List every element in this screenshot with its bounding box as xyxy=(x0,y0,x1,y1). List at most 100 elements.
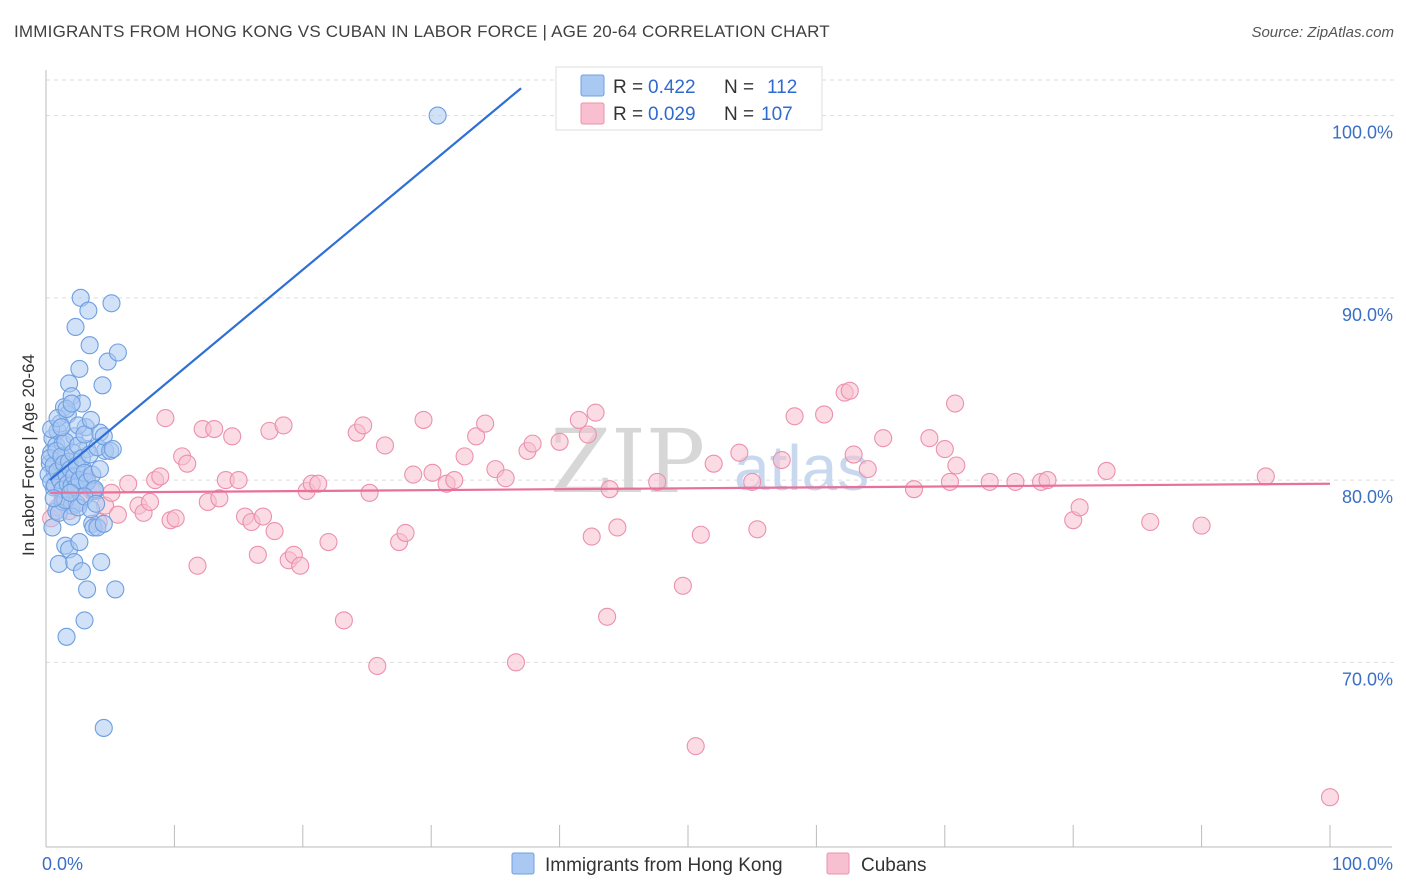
cubans-point-17 xyxy=(151,467,170,486)
y-tick-label-100: 100.0% xyxy=(1332,123,1393,143)
cubans-point-15 xyxy=(140,492,160,511)
cubans-point-68 xyxy=(578,425,597,444)
watermark-atlas: atlas xyxy=(734,432,869,504)
cubans-point-89 xyxy=(874,429,893,448)
hong-kong-point-108 xyxy=(44,489,63,508)
hong-kong-point-43 xyxy=(49,554,68,573)
hong-kong-point-57 xyxy=(94,514,113,533)
cubans-point-100 xyxy=(1097,461,1116,481)
hong-kong-point-101 xyxy=(81,410,100,429)
cubans-point-36 xyxy=(265,522,284,541)
cubans-point-77 xyxy=(691,525,710,544)
cubans-points xyxy=(42,381,1340,807)
cubans-point-65 xyxy=(523,434,542,453)
hong-kong-point-93 xyxy=(103,440,122,459)
legend-n-label-2: N = xyxy=(724,104,754,125)
x-tick-labels: 0.0% 100.0% xyxy=(42,854,1393,874)
cubans-point-81 xyxy=(748,520,767,539)
trend-lines xyxy=(49,87,1331,494)
cubans-point-55 xyxy=(423,463,442,482)
series-legend-label-cubans: Cubans xyxy=(861,855,927,876)
cubans-point-75 xyxy=(673,576,692,595)
hong-kong-point-54 xyxy=(78,580,97,599)
cubans-point-22 xyxy=(178,454,197,473)
cubans-point-95 xyxy=(947,456,966,475)
cubans-point-104 xyxy=(1192,516,1211,535)
cubans-point-59 xyxy=(467,427,486,446)
cubans-point-23 xyxy=(188,556,207,575)
cubans-point-78 xyxy=(704,454,723,473)
cubans-point-48 xyxy=(368,656,387,676)
series-legend-label-hong-kong: Immigrants from Hong Kong xyxy=(545,855,783,876)
hong-kong-point-58 xyxy=(106,580,125,599)
legend-r-label-2: R = xyxy=(613,104,643,125)
correlation-legend: R = 0.422 N = 112 R = 0.029 N = 107 xyxy=(555,66,823,131)
hong-kong-point-31 xyxy=(80,336,99,355)
cubans-point-87 xyxy=(844,445,863,464)
cubans-point-80 xyxy=(743,472,762,491)
cubans-point-97 xyxy=(1006,472,1025,491)
hong-kong-point-39 xyxy=(102,294,121,313)
y-tick-labels: 70.0% 80.0% 90.0% 100.0% xyxy=(1332,123,1393,690)
legend-r-label-1: R = xyxy=(613,77,643,98)
cubans-point-26 xyxy=(205,419,224,439)
cubans-trend-line xyxy=(49,482,1331,494)
cubans-point-53 xyxy=(404,465,423,484)
cubans-point-99 xyxy=(1070,498,1089,517)
cubans-point-88 xyxy=(858,460,877,479)
hong-kong-point-40 xyxy=(108,343,127,362)
cubans-point-58 xyxy=(455,447,474,466)
hong-kong-point-36 xyxy=(93,376,112,395)
hong-kong-point-53 xyxy=(75,611,94,630)
cubans-point-67 xyxy=(569,410,588,429)
cubans-point-76 xyxy=(686,737,705,756)
cubans-point-91 xyxy=(920,429,939,448)
cubans-point-52 xyxy=(396,523,415,542)
cubans-point-49 xyxy=(360,483,379,502)
cubans-point-44 xyxy=(319,532,338,552)
hong-kong-point-98 xyxy=(62,394,81,413)
cubans-point-102 xyxy=(1038,471,1057,490)
hong-kong-point-96 xyxy=(52,418,71,437)
cubans-point-73 xyxy=(608,518,627,537)
hong-kong-point-51 xyxy=(70,532,89,552)
series-legend: Immigrants from Hong Kong Cubans xyxy=(511,852,927,876)
cubans-point-27 xyxy=(210,489,229,508)
cubans-point-70 xyxy=(586,403,605,422)
chart-title: IMMIGRANTS FROM HONG KONG VS CUBAN IN LA… xyxy=(14,22,830,41)
y-tick-label-70: 70.0% xyxy=(1342,669,1393,689)
cubans-point-30 xyxy=(229,471,248,490)
x-tick-label-min: 0.0% xyxy=(42,854,83,874)
cubans-point-69 xyxy=(582,527,601,546)
series-legend-swatch-hong-kong xyxy=(511,852,535,875)
cubans-point-12 xyxy=(119,474,138,493)
hong-kong-point-20 xyxy=(66,317,85,337)
gridlines xyxy=(46,79,1396,663)
y-tick-label-80: 80.0% xyxy=(1342,487,1393,507)
legend-n-label-1: N = xyxy=(724,77,754,98)
hong-kong-point-110 xyxy=(87,494,106,513)
cubans-point-43 xyxy=(309,474,328,493)
cubans-point-37 xyxy=(274,416,293,435)
cubans-point-79 xyxy=(730,443,749,462)
cubans-point-103 xyxy=(1141,512,1160,532)
hong-kong-point-23 xyxy=(70,359,89,378)
cubans-point-34 xyxy=(253,507,273,526)
legend-n-value-1: 112 xyxy=(767,77,797,98)
cubans-point-86 xyxy=(840,381,859,400)
cubans-point-47 xyxy=(354,416,373,435)
hong-kong-points xyxy=(39,106,447,737)
series-legend-swatch-cubans xyxy=(826,852,850,875)
cubans-point-83 xyxy=(785,407,804,426)
cubans-point-92 xyxy=(940,472,959,491)
cubans-point-62 xyxy=(496,469,515,488)
y-axis-label: In Labor Force | Age 20-64 xyxy=(19,354,38,556)
cubans-point-84 xyxy=(815,405,834,424)
y-tick-label-90: 90.0% xyxy=(1342,305,1393,325)
cubans-point-82 xyxy=(772,450,791,470)
cubans-point-74 xyxy=(648,472,667,491)
cubans-point-93 xyxy=(946,394,965,413)
legend-r-value-1: 0.422 xyxy=(648,77,696,98)
legend-swatch-cubans xyxy=(580,102,605,125)
